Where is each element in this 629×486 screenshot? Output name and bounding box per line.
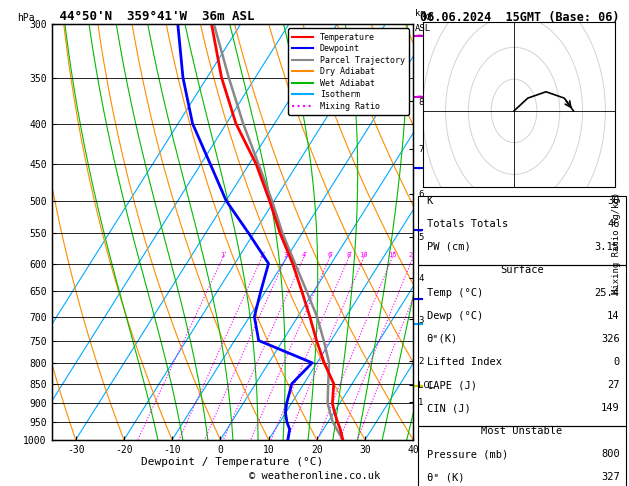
Text: 327: 327: [601, 472, 620, 482]
Text: 27: 27: [607, 380, 620, 390]
Text: K: K: [426, 196, 433, 206]
Text: PW (cm): PW (cm): [426, 242, 470, 252]
Text: Pressure (mb): Pressure (mb): [426, 449, 508, 459]
Text: Surface: Surface: [500, 265, 544, 275]
Bar: [418, 426, 626, 486]
Text: 20: 20: [409, 252, 417, 258]
Text: 30: 30: [607, 196, 620, 206]
Text: 800: 800: [601, 449, 620, 459]
Text: Mixing Ratio (g/kg): Mixing Ratio (g/kg): [612, 192, 621, 294]
Text: © weatheronline.co.uk: © weatheronline.co.uk: [249, 471, 380, 481]
Text: θᵉ(K): θᵉ(K): [426, 334, 458, 344]
Legend: Temperature, Dewpoint, Parcel Trajectory, Dry Adiabat, Wet Adiabat, Isotherm, Mi: Temperature, Dewpoint, Parcel Trajectory…: [288, 29, 409, 115]
Text: 06.06.2024  15GMT (Base: 06): 06.06.2024 15GMT (Base: 06): [420, 11, 620, 24]
Text: hPa: hPa: [17, 13, 35, 23]
Text: Totals Totals: Totals Totals: [426, 219, 508, 229]
Text: θᵉ (K): θᵉ (K): [426, 472, 464, 482]
Text: 15: 15: [388, 252, 396, 258]
Text: 149: 149: [601, 403, 620, 413]
Text: 25.4: 25.4: [594, 288, 620, 298]
Text: 44°50'N  359°41'W  36m ASL: 44°50'N 359°41'W 36m ASL: [52, 10, 254, 23]
Text: Temp (°C): Temp (°C): [426, 288, 483, 298]
Text: 3.15: 3.15: [594, 242, 620, 252]
Bar: [418, 265, 626, 426]
Text: 2: 2: [260, 252, 264, 258]
Text: 3: 3: [284, 252, 288, 258]
Text: 0: 0: [613, 357, 620, 367]
Text: 8: 8: [347, 252, 351, 258]
Text: CAPE (J): CAPE (J): [426, 380, 477, 390]
Text: kt: kt: [423, 12, 435, 22]
Text: Lifted Index: Lifted Index: [426, 357, 501, 367]
Text: 326: 326: [601, 334, 620, 344]
Text: CIN (J): CIN (J): [426, 403, 470, 413]
Text: 4: 4: [301, 252, 306, 258]
X-axis label: Dewpoint / Temperature (°C): Dewpoint / Temperature (°C): [142, 457, 323, 468]
Text: 1: 1: [221, 252, 225, 258]
Text: 10: 10: [359, 252, 368, 258]
Text: 14: 14: [607, 311, 620, 321]
Text: Dewp (°C): Dewp (°C): [426, 311, 483, 321]
Text: ASL: ASL: [415, 24, 431, 34]
Text: km: km: [415, 9, 426, 18]
Text: Most Unstable: Most Unstable: [481, 426, 563, 436]
Text: 6: 6: [327, 252, 331, 258]
Text: 46: 46: [607, 219, 620, 229]
Bar: [418, 196, 626, 265]
